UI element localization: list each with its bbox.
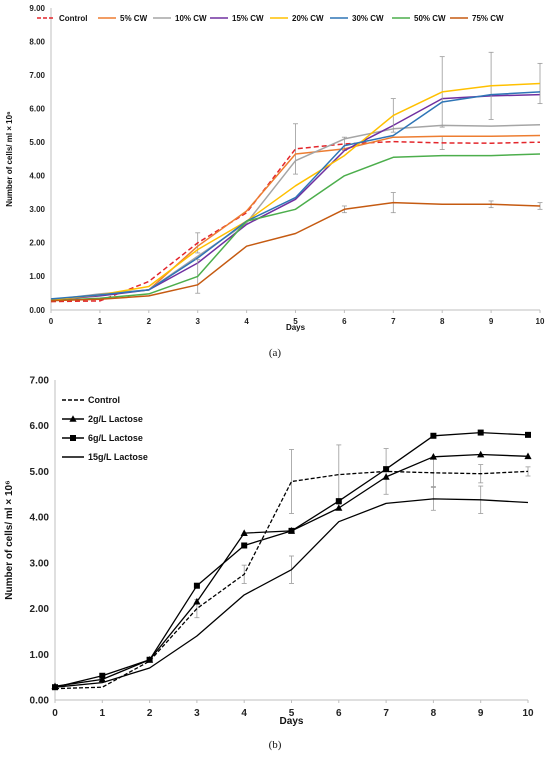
y-tick-label: 7.00: [30, 376, 50, 387]
y-axis-title: Number of cells/ ml × 10⁶: [5, 111, 14, 207]
data-point-square: [288, 527, 295, 534]
y-tick-label: 5.00: [29, 138, 45, 147]
legend-label: 15g/L Lactose: [88, 452, 148, 462]
y-tick-label: 2.00: [29, 239, 45, 248]
y-tick-label: 9.00: [29, 4, 45, 13]
series-line: [50, 201, 541, 302]
data-point-triangle: [524, 452, 532, 460]
data-point-square: [383, 466, 390, 473]
legend-label: 6g/L Lactose: [88, 433, 143, 443]
legend-label: 15% CW: [232, 14, 264, 23]
y-tick-label: 1.00: [29, 272, 45, 281]
legend-label: Control: [88, 395, 120, 405]
data-point-square: [525, 431, 531, 438]
x-tick-label: 5: [289, 708, 295, 719]
x-tick-label: 10: [536, 317, 545, 326]
y-tick-label: 5.00: [30, 467, 50, 478]
data-point-triangle: [193, 597, 201, 605]
series-control: [54, 444, 531, 690]
y-tick-label: 6.00: [29, 104, 45, 113]
chart-panel-b: 0.00 1.00 2.00 3.00 4.00 5.00 6.00 7.00 0 1 2 3 4 5 6 7…: [4, 376, 534, 752]
legend-label: 5% CW: [120, 14, 148, 23]
legend-label: 20% CW: [292, 14, 324, 23]
x-axis-title: Days: [286, 323, 306, 332]
legend-label: 2g/L Lactose: [88, 414, 143, 424]
legend-label: 75% CW: [472, 14, 504, 23]
y-axis-title: Number of cells/ ml × 10⁶: [4, 480, 15, 599]
x-tick-label: 1: [100, 708, 106, 719]
y-tick-label: 7.00: [29, 71, 45, 80]
legend-label: 10% CW: [175, 14, 207, 23]
y-tick-label: 4.00: [29, 172, 45, 181]
x-tick-label: 5: [293, 317, 298, 326]
figure-caption: (b): [269, 739, 282, 751]
data-point-square: [335, 498, 342, 505]
x-tick-label: 8: [440, 317, 445, 326]
x-tick-label: 6: [342, 317, 347, 326]
legend-label: Control: [59, 14, 87, 23]
x-tick-label: 9: [489, 317, 494, 326]
data-point-square: [430, 432, 437, 439]
x-tick-label: 4: [241, 708, 247, 719]
data-point-triangle: [429, 453, 437, 460]
x-tick-label: 0: [52, 708, 58, 719]
legend-label: 50% CW: [414, 14, 446, 23]
data-point-square: [477, 429, 484, 436]
series-20-cw: [50, 51, 543, 301]
data-point-triangle: [98, 675, 106, 683]
chart-panel-a: 0.00 1.00 2.00 3.00 4.00 5.00 6.00 7.00 8.00 9.00…: [5, 4, 545, 359]
data-point-triangle: [477, 450, 485, 458]
x-tick-label: 7: [383, 708, 389, 719]
x-tick-label: 3: [194, 708, 200, 719]
x-tick-label: 7: [391, 317, 396, 326]
x-tick-label: 8: [431, 708, 437, 719]
series-line: [54, 470, 529, 690]
y-tick-label: 0.00: [29, 306, 45, 315]
x-tick-label: 1: [98, 317, 103, 326]
legend-label: 30% CW: [352, 14, 384, 23]
series-control: [50, 123, 541, 303]
series-30-cw: [50, 91, 541, 300]
x-tick-label: 2: [147, 317, 152, 326]
series-line: [50, 153, 541, 302]
series-line: [50, 91, 541, 300]
y-tick-label: 4.00: [30, 513, 50, 524]
y-tick-label: 0.00: [30, 696, 50, 707]
x-tick-label: 3: [195, 317, 200, 326]
series-line: [50, 140, 541, 303]
legend-marker-triangle: [69, 415, 77, 422]
data-point-triangle: [335, 504, 343, 511]
series-50-cw: [50, 153, 541, 302]
data-point-square: [146, 656, 153, 663]
x-tick-label: 10: [522, 708, 534, 719]
y-tick-label: 3.00: [29, 205, 45, 214]
figure-caption: (a): [269, 347, 282, 359]
series-15g-l-lactose: [54, 485, 529, 688]
data-point-triangle: [240, 529, 248, 536]
x-tick-label: 6: [336, 708, 342, 719]
series-line: [54, 498, 529, 688]
x-tick-label: 2: [147, 708, 153, 719]
data-point-triangle: [382, 473, 390, 480]
x-axis-title: Days: [280, 716, 304, 727]
series-75-cw: [50, 192, 543, 302]
x-tick-label: 0: [49, 317, 54, 326]
y-tick-label: 6.00: [30, 421, 50, 432]
y-tick-label: 2.00: [30, 604, 50, 615]
y-tick-label: 1.00: [30, 650, 50, 661]
x-tick-label: 4: [244, 317, 249, 326]
data-point-square: [99, 672, 106, 679]
data-point-square: [241, 542, 248, 549]
y-tick-label: 8.00: [29, 37, 45, 46]
series-line: [50, 82, 541, 301]
legend-marker-square: [70, 435, 76, 441]
data-point-square: [193, 582, 200, 589]
y-tick-label: 3.00: [30, 558, 50, 569]
x-tick-label: 9: [478, 708, 484, 719]
